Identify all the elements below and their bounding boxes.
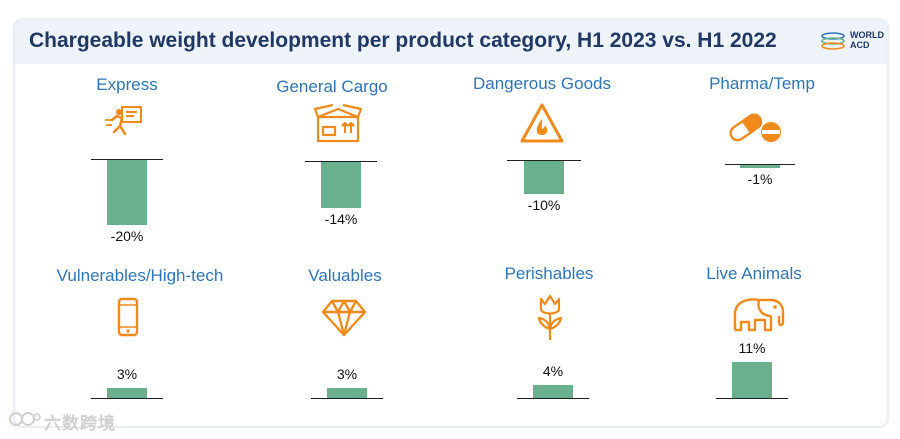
diamond-icon: [321, 299, 367, 337]
category-label: Express: [96, 75, 158, 94]
chart-frame: [13, 18, 889, 428]
bar-baseline: [311, 398, 383, 399]
smartphone-icon: [117, 297, 139, 337]
category-label: Perishables: [504, 264, 594, 283]
bar-baseline: [91, 398, 163, 399]
bar-value-label: 4%: [542, 363, 564, 379]
express-courier-icon: [105, 106, 142, 136]
watermark-text: 六数跨境: [44, 414, 116, 433]
bar-value-label: -1%: [747, 171, 773, 188]
pill-capsule-icon: [729, 113, 781, 142]
elephant-icon: [733, 298, 785, 332]
category-label: General Cargo: [276, 77, 388, 96]
bar-baseline: [716, 398, 788, 399]
title-bar: [15, 20, 887, 64]
logo-text-world: WORLD: [850, 30, 884, 40]
tulip-icon: [537, 294, 563, 340]
bar-baseline: [91, 159, 163, 160]
chart-title: Chargeable weight development per produc…: [29, 29, 777, 52]
bar-baseline: [517, 398, 589, 399]
bar-value-label: 3%: [336, 366, 358, 383]
bar-value-label: -20%: [110, 228, 144, 244]
watermark-logo-icon: [9, 412, 41, 426]
bar: [740, 165, 780, 169]
category-label: Live Animals: [706, 264, 802, 283]
bar: [533, 385, 573, 398]
bar-baseline: [305, 161, 377, 162]
bar-value-label: -14%: [324, 210, 358, 227]
bar-baseline: [507, 160, 581, 161]
bar: [732, 362, 772, 398]
bar-value-label: -10%: [527, 196, 561, 213]
bar: [107, 388, 147, 398]
category-label: Pharma/Temp: [709, 74, 815, 93]
bar-value-label: 3%: [116, 366, 138, 383]
bar-baseline: [725, 164, 795, 165]
category-label: Valuables: [308, 266, 382, 285]
category-label: Vulnerables/High-tech: [56, 266, 224, 285]
logo-text-acd: ACD: [850, 40, 870, 50]
bar-value-label: 11%: [738, 340, 766, 357]
category-label: Dangerous Goods: [473, 74, 611, 93]
bar: [107, 160, 147, 225]
bar: [327, 388, 367, 398]
bar: [321, 162, 361, 208]
bar: [524, 161, 564, 194]
world-acd-logo-icon: [821, 32, 845, 50]
cargo-box-icon: [313, 103, 363, 143]
hazard-fire-icon: [520, 103, 564, 143]
